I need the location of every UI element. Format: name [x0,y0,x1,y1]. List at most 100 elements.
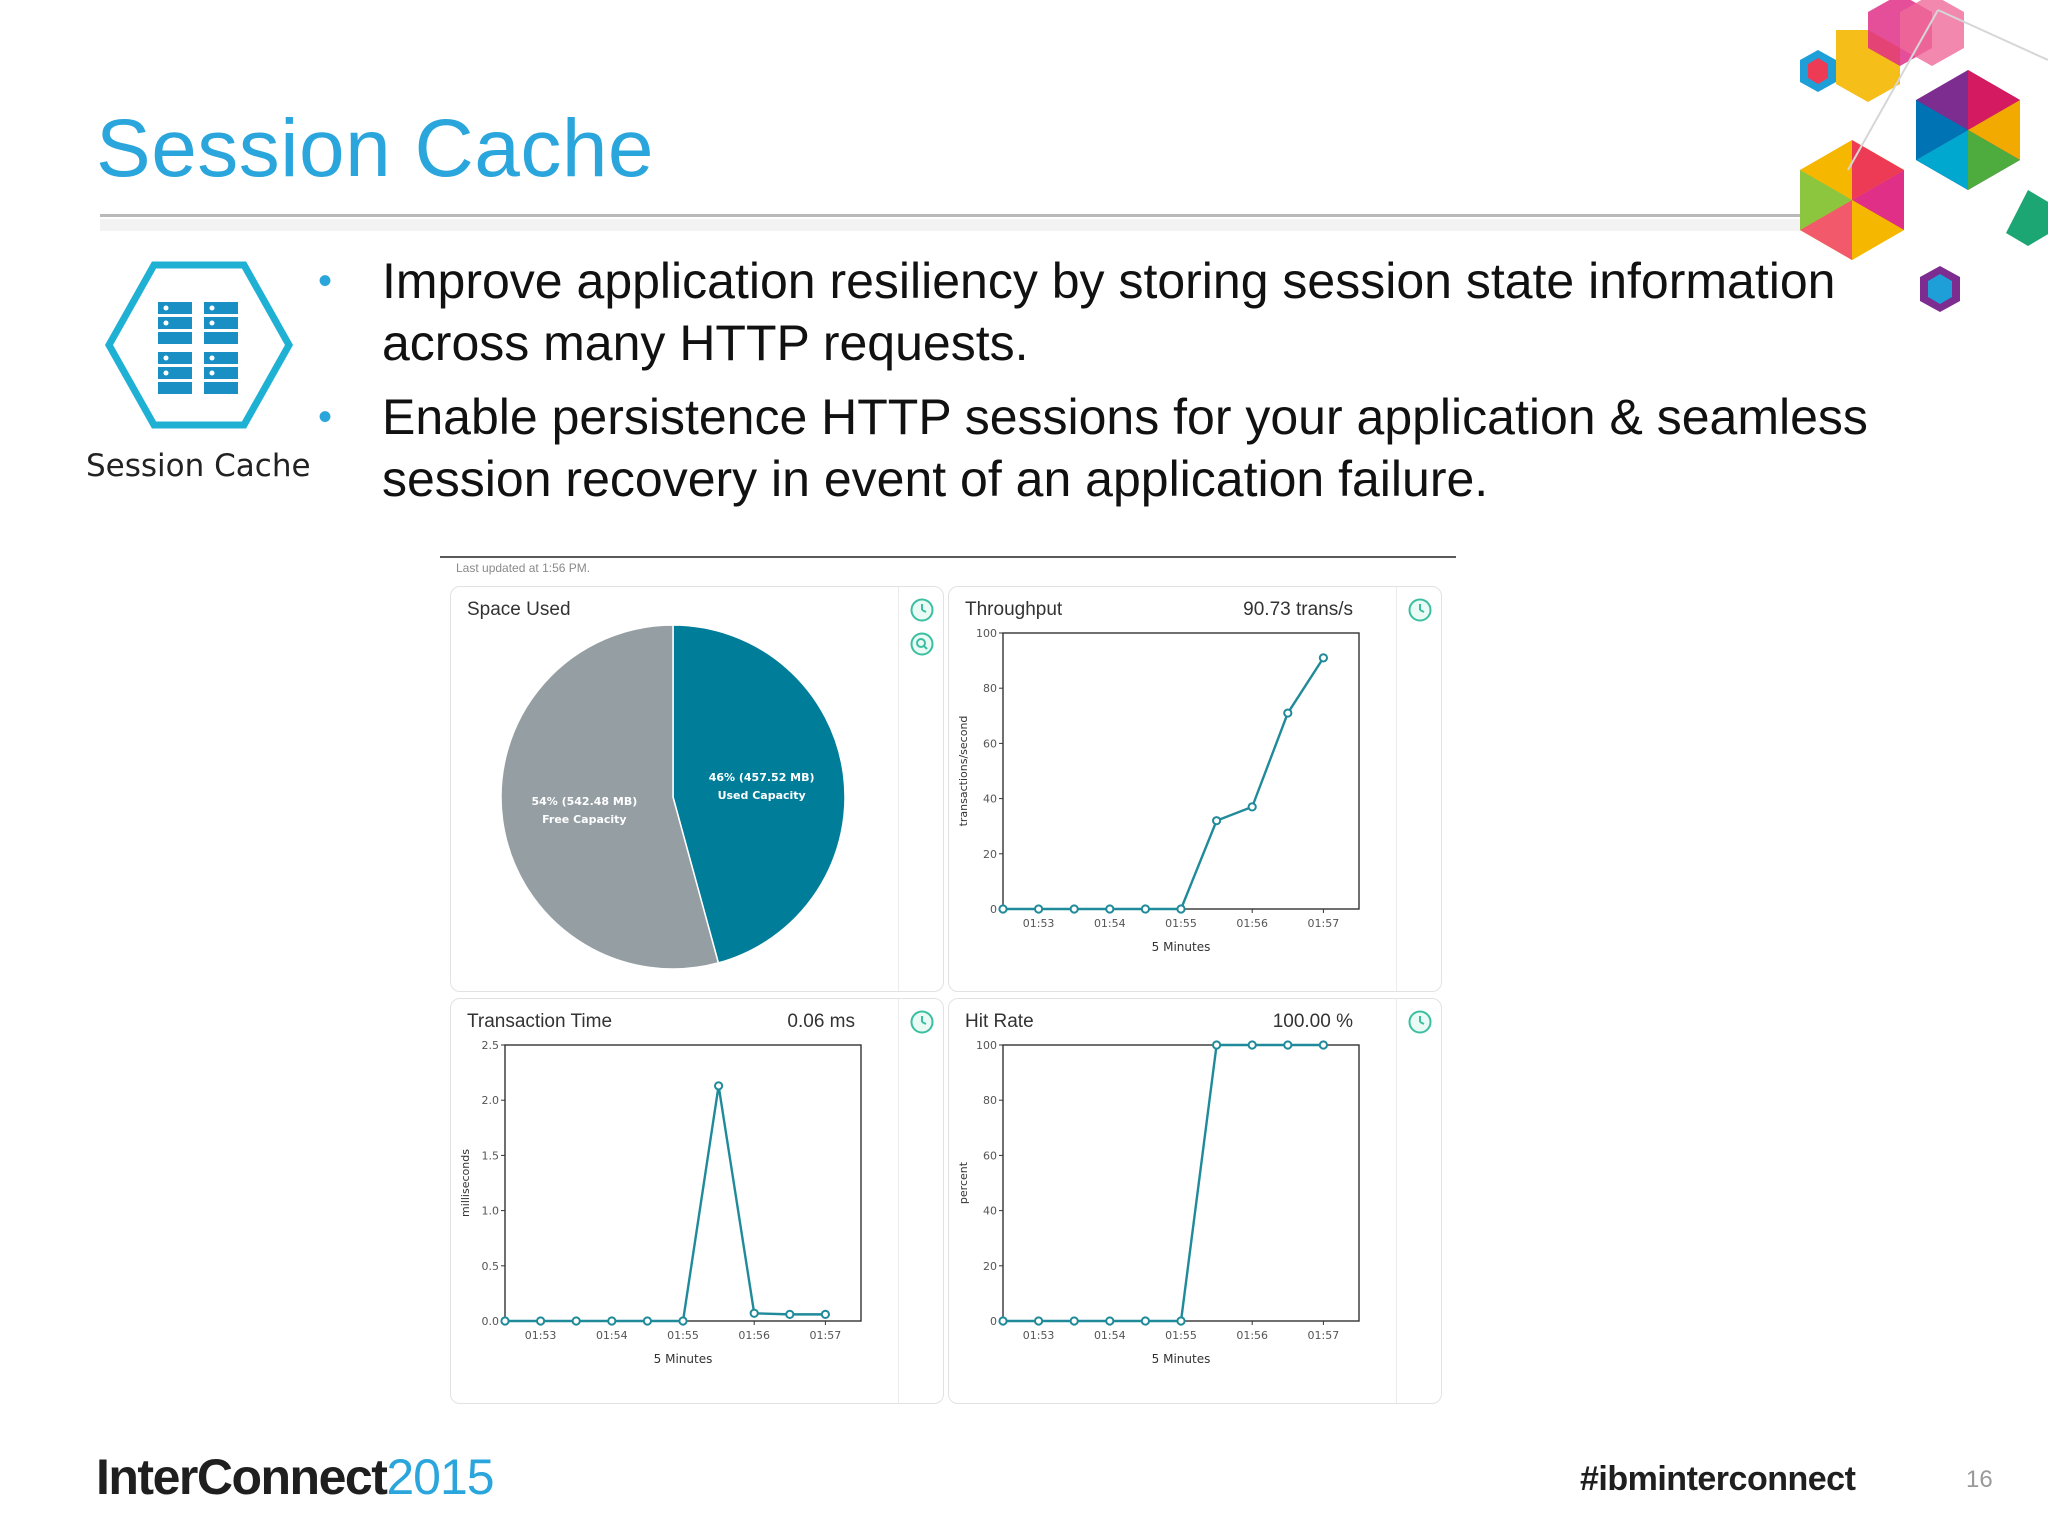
card-divider [898,587,899,991]
data-point [1140,904,1150,914]
y-tick-label: 2.5 [482,1039,500,1052]
data-point [1069,1316,1079,1326]
x-tick-label: 01:55 [1165,1329,1197,1342]
data-point [1318,1040,1328,1050]
pie-slice-label: 54% (542.48 MB) [531,795,637,808]
data-point [998,1316,1008,1326]
card-title: Throughput [965,599,1063,620]
data-point [1176,1316,1186,1326]
pie-slice-sublabel: Free Capacity [542,813,627,826]
y-tick-label: 80 [983,1094,997,1107]
card-divider [898,999,899,1403]
card-title: Space Used [467,599,571,620]
plot-frame [1002,632,1360,910]
logo-main-text: InterConnect [96,1449,388,1505]
x-tick-label: 01:56 [1236,1329,1268,1342]
y-tick-label: 40 [983,1205,997,1218]
space-used-pie-chart: 46% (457.52 MB) Used Capacity 54% (542.48 … [500,624,846,970]
panel-top-border [440,556,1456,558]
clock-icon[interactable] [1407,597,1433,623]
clock-icon[interactable] [1407,1009,1433,1035]
clock-icon[interactable] [909,597,935,623]
data-point [1283,708,1293,718]
dashboard-panel: Last updated at 1:56 PM. Space Used 46% … [440,556,1456,1416]
data-point [998,904,1008,914]
hexagon-decoration [1800,0,2048,312]
card-value: 100.00 % [1272,1011,1353,1032]
interconnect-logo: InterConnect2015 [96,1448,495,1506]
y-axis-label: milliseconds [459,1149,472,1217]
card-divider [1396,587,1397,991]
y-axis-label: transactions/second [957,716,970,827]
plot-frame [504,1044,862,1322]
data-point [536,1316,546,1326]
x-tick-label: 01:54 [1094,917,1126,930]
bullet-text: Enable persistence HTTP sessions for you… [382,389,1868,507]
logo-year-text: 2015 [386,1449,494,1505]
transaction-time-line-chart: 0.0 0.5 1.0 1.5 2.0 2.5 01:53 01:54 01:55 01:56 01… [459,1039,862,1366]
series-line [1003,657,1325,911]
y-tick-label: 100 [976,627,997,640]
x-tick-label: 01:55 [667,1329,699,1342]
last-updated-text: Last updated at 1:56 PM. [456,561,591,575]
y-tick-label: 0.5 [482,1260,500,1273]
hit-rate-card: Hit Rate 100.00 % 0 20 40 60 80 100 01:53 01:54… [948,998,1442,1404]
x-tick-label: 01:54 [1094,1329,1126,1342]
hashtag: #ibminterconnect [1580,1460,1856,1498]
transaction-time-card: Transaction Time 0.06 ms 0.0 0.5 1.0 1.5 2.0… [450,998,944,1404]
magnify-icon[interactable] [909,631,935,657]
data-point [1247,1040,1257,1050]
x-axis-label: 5 Minutes [1152,940,1211,954]
x-tick-label: 01:54 [596,1329,628,1342]
x-axis-label: 5 Minutes [654,1352,713,1366]
data-point [500,1316,510,1326]
data-point [642,1316,652,1326]
y-tick-label: 80 [983,682,997,695]
x-axis-label: 5 Minutes [1152,1352,1211,1366]
data-point [820,1309,830,1319]
x-tick-label: 01:53 [1023,917,1055,930]
page-number: 16 [1966,1466,1993,1493]
pie-slice [500,624,720,970]
data-point [1140,1316,1150,1326]
x-tick-label: 01:56 [1236,917,1268,930]
clock-icon[interactable] [909,1009,935,1035]
data-point [749,1308,759,1318]
data-point [1212,1040,1222,1050]
y-tick-label: 0 [990,1315,997,1328]
hit-rate-line-chart: 0 20 40 60 80 100 01:53 01:54 01:55 01:56 01:57 5 M… [957,1039,1360,1366]
y-tick-label: 1.5 [482,1149,500,1162]
data-point [1034,1316,1044,1326]
server-rack-icon [104,261,294,429]
y-tick-label: 100 [976,1039,997,1052]
data-point [785,1309,795,1319]
series-line [1003,1043,1324,1323]
data-point [1105,1316,1115,1326]
data-point [607,1316,617,1326]
data-point [1105,904,1115,914]
data-point [1034,904,1044,914]
space-used-card: Space Used 46% (457.52 MB) Used Capacity 5… [450,586,944,992]
data-point [1318,653,1328,663]
data-point [1069,904,1079,914]
bullet-item: • Enable persistence HTTP sessions for y… [310,386,1930,510]
data-point [1283,1040,1293,1050]
y-tick-label: 60 [983,737,997,750]
x-tick-label: 01:57 [1308,917,1340,930]
y-tick-label: 0 [990,903,997,916]
y-tick-label: 1.0 [482,1205,500,1218]
x-tick-label: 01:57 [810,1329,842,1342]
card-title: Hit Rate [965,1011,1034,1032]
throughput-line-chart: 0 20 40 60 80 100 01:53 01:54 01:55 01:56 01:57 5 M… [957,627,1360,954]
bullet-dot: • [318,259,333,303]
y-tick-label: 20 [983,1260,997,1273]
pie-slice-sublabel: Used Capacity [718,789,806,802]
title-divider [100,214,1890,217]
y-axis-label: percent [957,1161,970,1204]
data-point [1212,816,1222,826]
x-tick-label: 01:55 [1165,917,1197,930]
y-tick-label: 40 [983,793,997,806]
plot-frame [1002,1044,1360,1322]
card-value: 90.73 trans/s [1243,599,1353,620]
throughput-card: Throughput 90.73 trans/s 0 20 40 60 80 100 01:… [948,586,1442,992]
